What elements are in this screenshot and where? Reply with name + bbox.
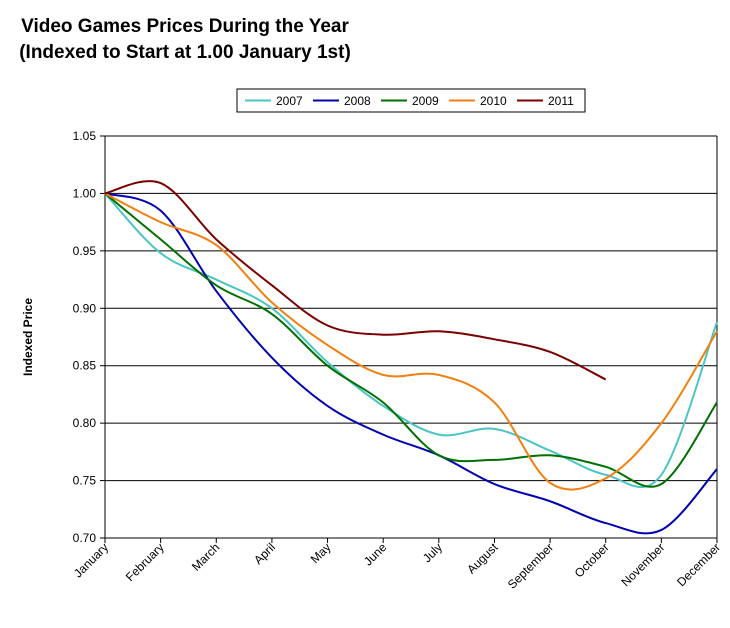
x-tick-label: July [420, 540, 445, 565]
y-tick-label: 1.00 [73, 186, 97, 200]
x-tick-label: January [71, 540, 111, 580]
legend-label-2009: 2009 [412, 94, 439, 108]
y-tick-label: 0.80 [73, 416, 97, 430]
legend-label-2010: 2010 [480, 94, 507, 108]
x-tick-label: December [674, 540, 723, 589]
series-line-2007 [104, 192, 718, 489]
x-tick-label: March [189, 540, 222, 573]
x-tick-label: September [505, 540, 556, 591]
x-tick-label: May [308, 540, 334, 566]
legend-label-2011: 2011 [548, 94, 574, 108]
y-tick-label: 0.70 [73, 531, 97, 545]
x-tick-label: June [361, 540, 390, 569]
series-line-2011 [104, 180, 607, 381]
x-tick-label: April [251, 540, 278, 567]
legend [236, 88, 586, 113]
y-tick-label: 0.90 [73, 301, 97, 315]
y-tick-label: 0.95 [73, 244, 97, 258]
chart-title-line-1: Video Games Prices During the Year [21, 16, 349, 37]
legend-label-2007: 2007 [276, 94, 303, 108]
x-tick-label: November [618, 540, 667, 589]
x-tick-label: February [123, 540, 167, 584]
series-line-2010 [104, 192, 718, 491]
series-line-2009 [104, 192, 718, 488]
x-tick-label: October [572, 540, 612, 580]
y-axis-label: Indexed Price [21, 298, 35, 376]
chart-title-line-2: (Indexed to Start at 1.00 January 1st) [19, 42, 351, 63]
y-tick-label: 1.05 [73, 129, 97, 143]
y-tick-label: 0.75 [73, 474, 97, 488]
y-tick-label: 0.85 [73, 359, 97, 373]
legend-label-2008: 2008 [344, 94, 371, 108]
x-tick-label: August [464, 540, 501, 577]
